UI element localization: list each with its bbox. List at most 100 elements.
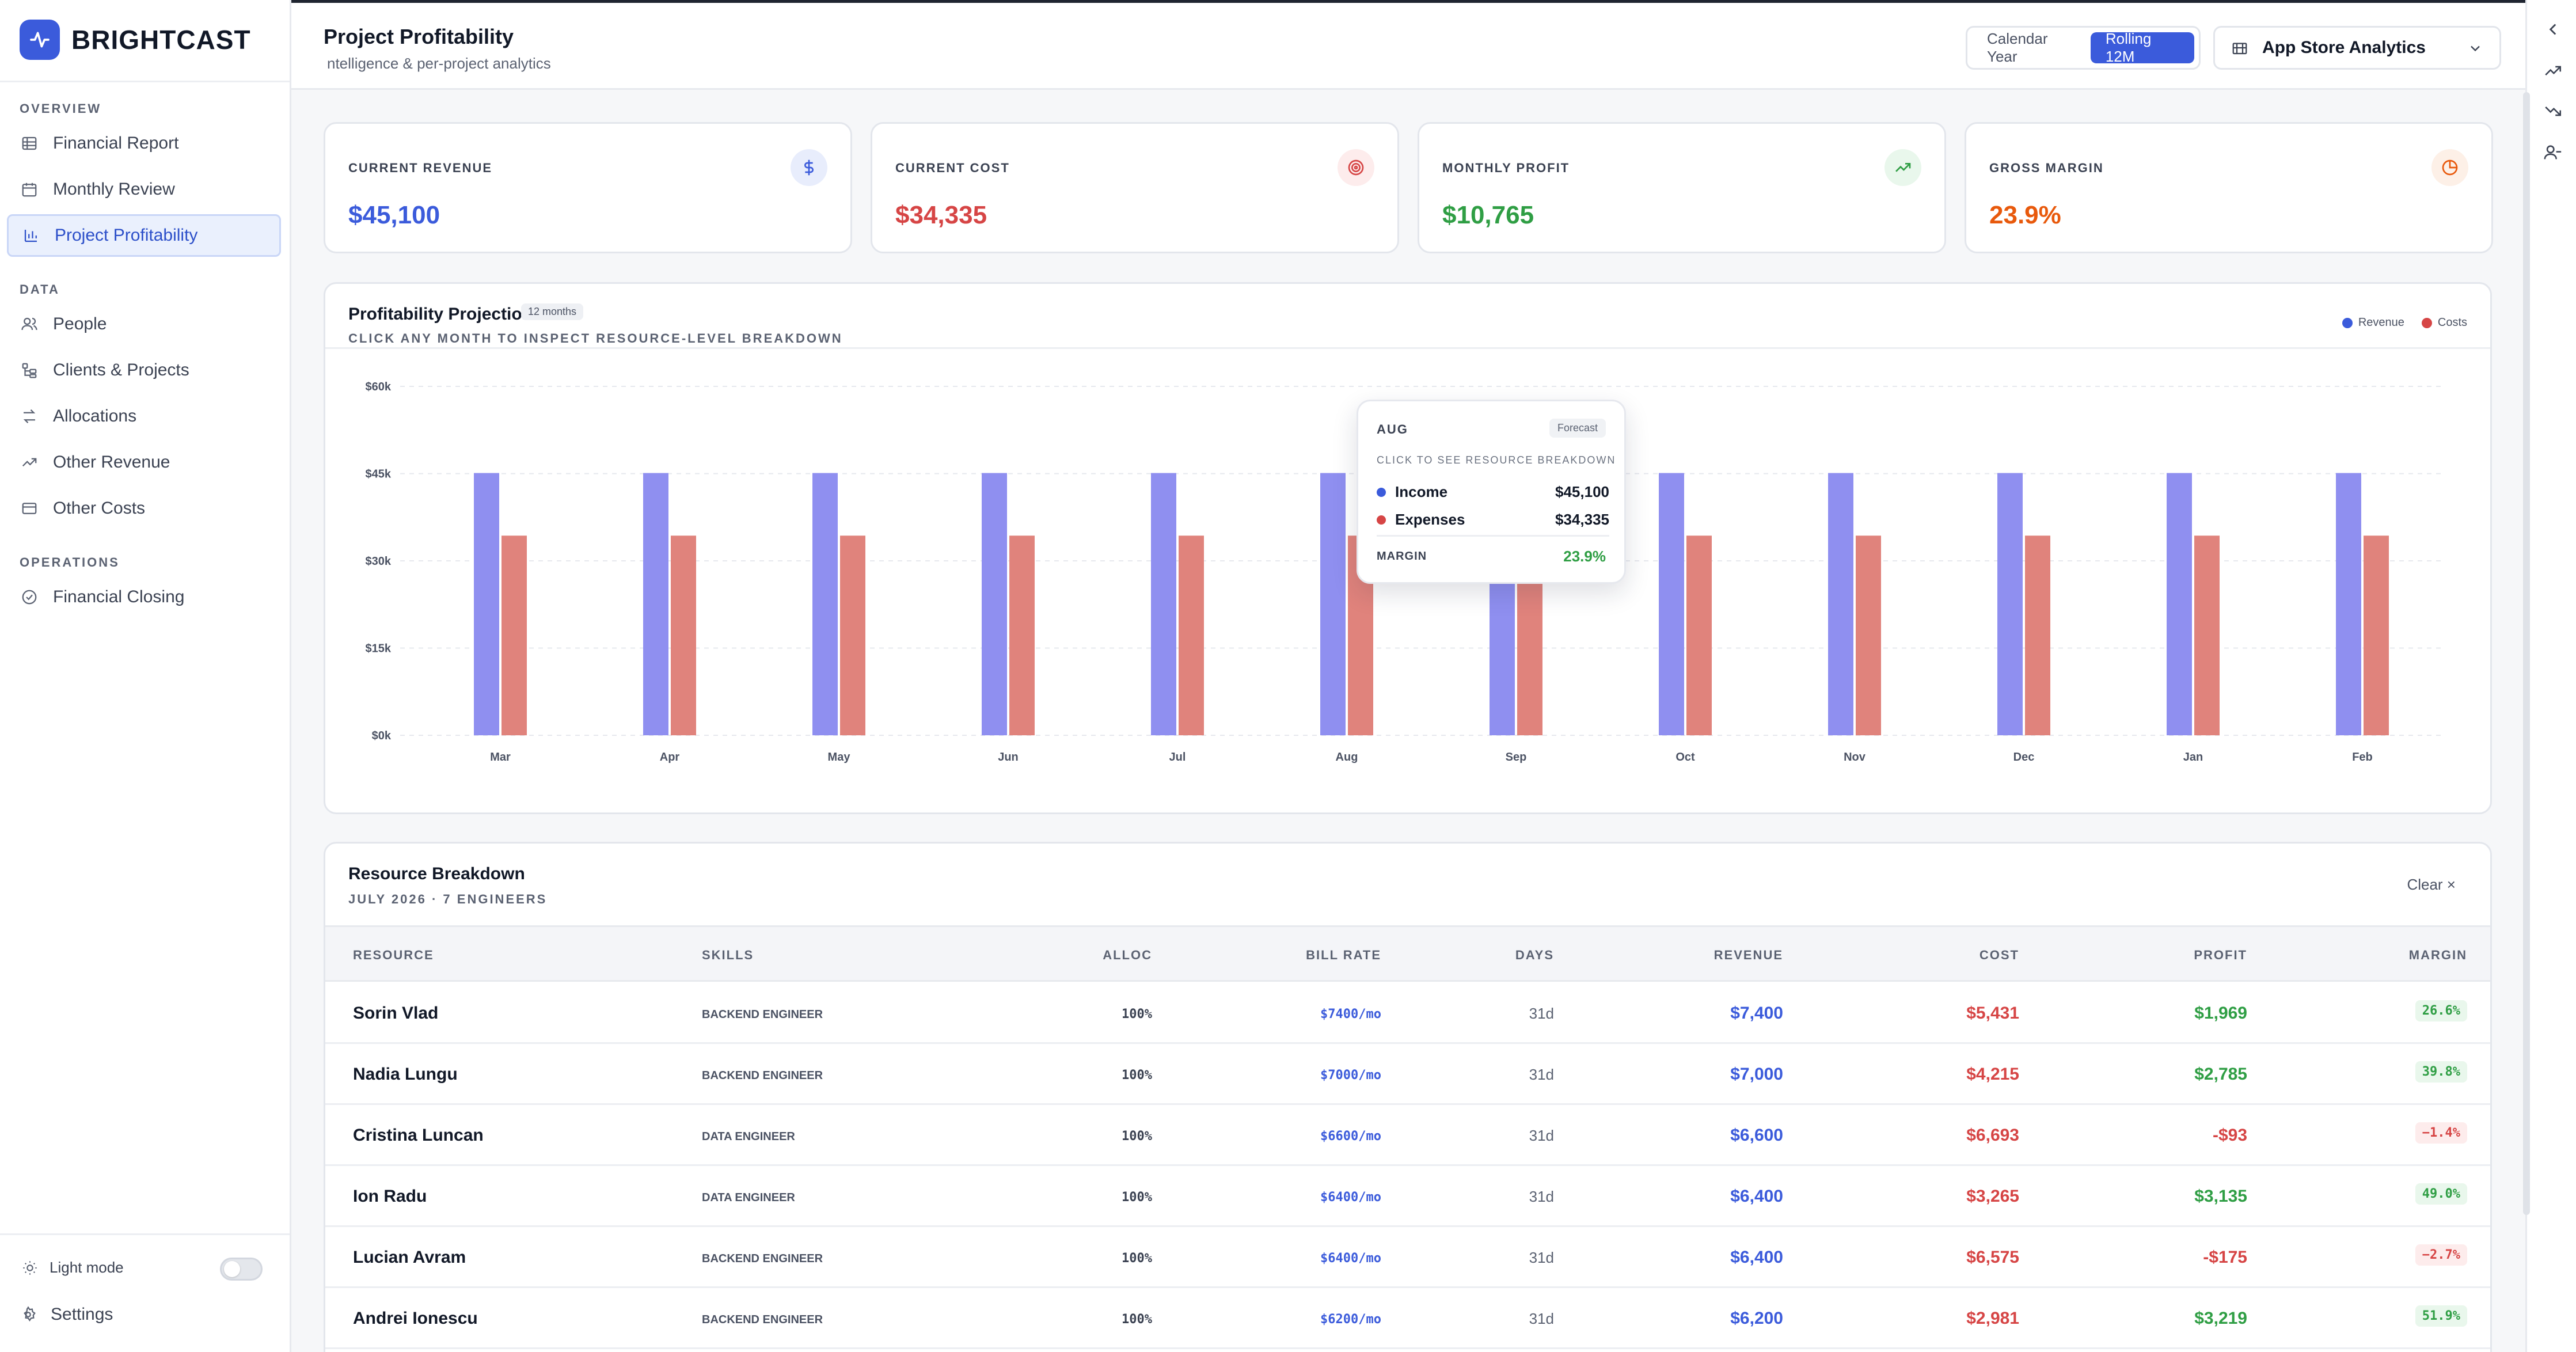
table-row[interactable]: Ion Radu DATA ENGINEER 100% $6400/mo 31d $6,4…	[325, 1166, 2490, 1227]
cost-bar-mar[interactable]	[501, 536, 527, 735]
column-header-alloc[interactable]: ALLOC	[1103, 948, 1152, 962]
column-header-revenue[interactable]: REVENUE	[1713, 948, 1783, 962]
cost-bar-jan[interactable]	[2194, 536, 2220, 735]
cost-bar-dec[interactable]	[2025, 536, 2050, 735]
tooltip-expenses-value: $34,335	[1555, 511, 1609, 528]
column-header-bill-rate[interactable]: BILL RATE	[1306, 948, 1381, 962]
tooltip-expenses-label: Expenses	[1395, 511, 1465, 528]
table-row[interactable]: Sorin Vlad BACKEND ENGINEER 100% $7400/mo 31…	[325, 983, 2490, 1044]
revenue-bar-nov[interactable]	[1828, 473, 1853, 735]
column-header-skills[interactable]: SKILLS	[702, 948, 754, 962]
user-minus-icon[interactable]	[2543, 143, 2563, 162]
sidebar-item-label: Monthly Review	[53, 180, 175, 199]
column-header-days[interactable]: DAYS	[1515, 948, 1554, 962]
sidebar-item-label: People	[53, 314, 107, 333]
cost-bar-may[interactable]	[840, 536, 865, 735]
breakdown-title: Resource Breakdown	[348, 864, 525, 883]
sidebar-item-other-costs[interactable]: Other Costs	[7, 487, 281, 530]
rolling-12m-button[interactable]: Rolling 12M	[2090, 30, 2194, 65]
clear-button[interactable]: Clear ×	[2407, 876, 2456, 893]
sidebar-item-allocations[interactable]: Allocations	[7, 395, 281, 438]
x-tick-label[interactable]: Feb	[2352, 751, 2373, 764]
revenue-bar-oct[interactable]	[1659, 473, 1684, 735]
cost-bar-feb[interactable]	[2364, 536, 2389, 735]
sidebar-item-clients-projects[interactable]: Clients & Projects	[7, 349, 281, 392]
cost-bar-oct[interactable]	[1686, 536, 1712, 735]
trend-up-icon	[20, 453, 39, 472]
x-tick-label[interactable]: Nov	[1844, 751, 1866, 764]
right-rail	[2525, 0, 2576, 1352]
kpi-current-revenue: CURRENT REVENUE $45,100	[324, 122, 852, 253]
trend-down-icon[interactable]	[2543, 101, 2563, 121]
sidebar-item-other-revenue[interactable]: Other Revenue	[7, 441, 281, 484]
cost-bar-apr[interactable]	[671, 536, 696, 735]
forecast-badge: Forecast	[1549, 419, 1606, 438]
sidebar-item-label: Financial Report	[53, 134, 179, 153]
sun-icon	[22, 1260, 38, 1276]
table-row[interactable]: Lucian Avram BACKEND ENGINEER 100% $6400/mo…	[325, 1227, 2490, 1288]
x-tick-label[interactable]: Apr	[660, 751, 680, 764]
sidebar-item-financial-report[interactable]: Financial Report	[7, 122, 281, 165]
pulse-logo-icon	[20, 20, 60, 60]
pie-icon	[2431, 149, 2468, 186]
settings-label: Settings	[51, 1305, 113, 1324]
collapse-left-icon[interactable]	[2543, 20, 2563, 39]
cost-bar-jun[interactable]	[1009, 536, 1035, 735]
trend-up-icon[interactable]	[2543, 61, 2563, 81]
cost-value: $2,981	[1966, 1309, 2019, 1328]
x-tick-label[interactable]: Jul	[1169, 751, 1186, 764]
income-dot	[1377, 487, 1386, 497]
revenue-bar-jul[interactable]	[1151, 473, 1176, 735]
column-header-margin[interactable]: MARGIN	[2408, 948, 2467, 962]
tooltip-income-value: $45,100	[1555, 483, 1609, 500]
x-tick-label[interactable]: Jan	[2183, 751, 2203, 764]
revenue-bar-mar[interactable]	[474, 473, 499, 735]
sidebar-item-project-profitability[interactable]: Project Profitability	[7, 214, 281, 257]
table-icon	[20, 134, 39, 153]
table-row[interactable]: Nadia Lungu BACKEND ENGINEER 100% $7000/mo 3…	[325, 1044, 2490, 1105]
sidebar-item-monthly-review[interactable]: Monthly Review	[7, 168, 281, 211]
calendar-icon	[20, 180, 39, 199]
tooltip-hint: CLICK TO SEE RESOURCE BREAKDOWN	[1377, 454, 1616, 466]
cost-bar-jul[interactable]	[1179, 536, 1204, 735]
x-tick-label[interactable]: Dec	[2013, 751, 2035, 764]
x-tick-label[interactable]: Oct	[1675, 751, 1695, 764]
gear-icon	[20, 1306, 37, 1323]
x-tick-label[interactable]: Jun	[998, 751, 1019, 764]
brand[interactable]: BRIGHTCAST	[20, 20, 251, 60]
revenue-bar-jun[interactable]	[982, 473, 1007, 735]
cost-bar-nov[interactable]	[1856, 536, 1881, 735]
skill-label: DATA ENGINEER	[702, 1191, 795, 1204]
table-row[interactable]: Andrei Ionescu BACKEND ENGINEER 100% $6200/…	[325, 1288, 2490, 1349]
x-tick-label[interactable]: Mar	[490, 751, 511, 764]
sidebar-item-financial-closing[interactable]: Financial Closing	[7, 576, 281, 618]
scrollbar[interactable]	[2523, 92, 2530, 1215]
sidebar-item-people[interactable]: People	[7, 303, 281, 345]
revenue-bar-jan[interactable]	[2167, 473, 2192, 735]
calendar-year-button[interactable]: Calendar Year	[1987, 30, 2048, 65]
revenue-bar-apr[interactable]	[643, 473, 668, 735]
bill-rate-value: $7000/mo	[1320, 1068, 1381, 1083]
theme-toggle[interactable]	[220, 1258, 263, 1281]
sidebar-item-label: Financial Closing	[53, 587, 185, 606]
column-header-profit[interactable]: PROFIT	[2194, 948, 2247, 962]
revenue-bar-feb[interactable]	[2336, 473, 2361, 735]
days-value: 31d	[1529, 1188, 1554, 1205]
column-header-cost[interactable]: COST	[1979, 948, 2019, 962]
revenue-bar-aug[interactable]	[1320, 473, 1346, 735]
x-tick-label[interactable]: Aug	[1336, 751, 1358, 764]
project-select[interactable]: App Store Analytics	[2213, 26, 2501, 70]
column-header-resource[interactable]: RESOURCE	[353, 948, 434, 962]
bar-chart-icon	[21, 226, 41, 245]
alloc-value: 100%	[1122, 1007, 1152, 1021]
revenue-bar-dec[interactable]	[1997, 473, 2023, 735]
alloc-value: 100%	[1122, 1312, 1152, 1327]
x-tick-label[interactable]: May	[828, 751, 851, 764]
top-header: Project Profitability ntelligence & per-…	[291, 0, 2525, 90]
days-value: 31d	[1529, 1066, 1554, 1083]
settings-link[interactable]: Settings	[20, 1305, 113, 1324]
margin-badge: 51.9%	[2415, 1305, 2467, 1327]
revenue-bar-may[interactable]	[812, 473, 838, 735]
x-tick-label[interactable]: Sep	[1506, 751, 1527, 764]
table-row[interactable]: Cristina Luncan DATA ENGINEER 100% $6600/mo…	[325, 1105, 2490, 1166]
